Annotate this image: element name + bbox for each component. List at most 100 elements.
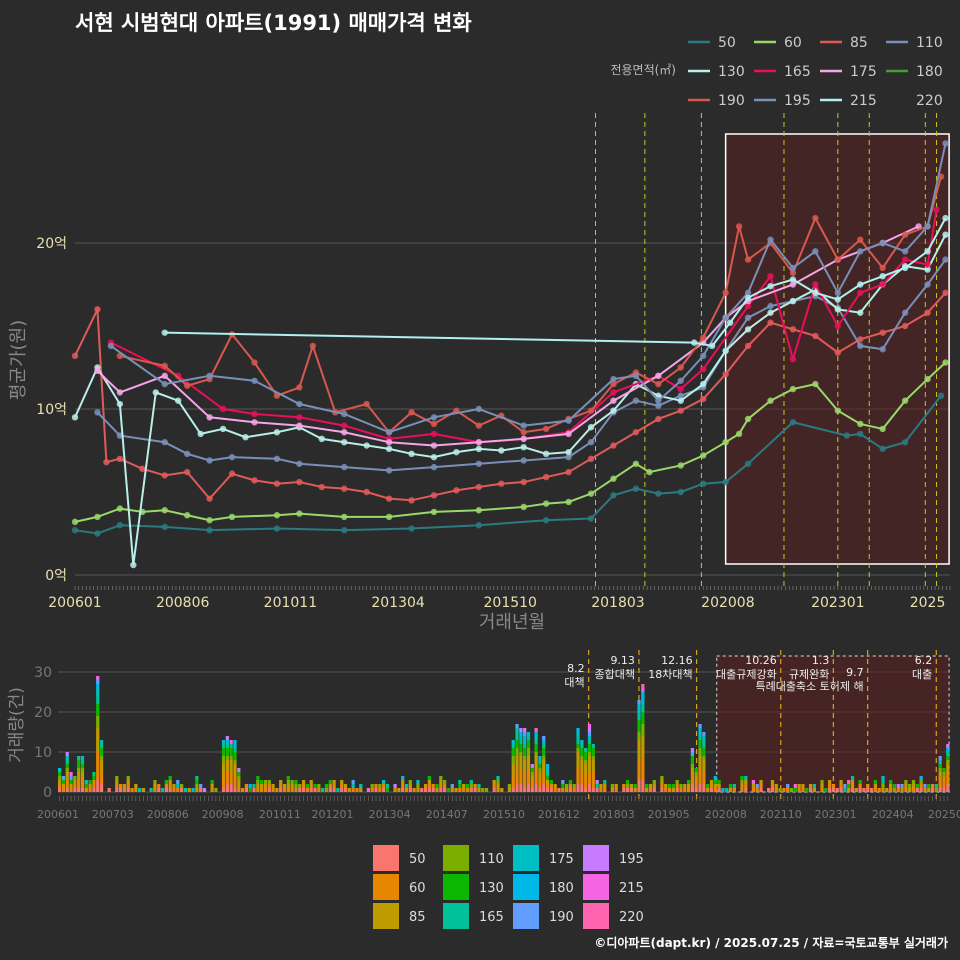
bar-segment bbox=[580, 772, 584, 784]
bar-segment bbox=[301, 780, 306, 784]
bar-segment bbox=[446, 788, 451, 792]
bar-segment bbox=[332, 780, 336, 784]
bar-segment bbox=[774, 788, 778, 792]
bar-segment bbox=[96, 680, 100, 684]
data-point bbox=[722, 370, 729, 378]
data-point bbox=[789, 264, 797, 272]
bar-segment bbox=[122, 788, 127, 792]
bar-segment bbox=[686, 780, 691, 784]
bar-segment bbox=[751, 780, 756, 784]
bar-segment bbox=[934, 788, 938, 792]
bar-segment bbox=[439, 776, 443, 780]
data-point bbox=[812, 332, 819, 340]
bar-segment bbox=[545, 780, 550, 784]
bar-segment bbox=[587, 752, 592, 756]
bar-segment bbox=[65, 772, 69, 780]
bar-segment bbox=[584, 752, 588, 760]
bar-x-tick-label: 200806 bbox=[147, 808, 189, 821]
bar-segment bbox=[450, 784, 454, 788]
footer-credit: ©디아파트(dapt.kr) / 2025.07.25 / 자료=국토교통부 실… bbox=[594, 935, 948, 950]
bar-segment bbox=[92, 772, 96, 776]
bar-segment bbox=[702, 748, 706, 756]
data-point bbox=[152, 389, 159, 396]
bar-segment bbox=[808, 788, 813, 792]
bar-segment bbox=[576, 768, 580, 784]
data-point bbox=[857, 342, 864, 350]
bar-segment bbox=[229, 756, 233, 760]
bar-segment bbox=[671, 788, 675, 792]
bar-segment bbox=[801, 788, 805, 792]
data-point bbox=[610, 492, 617, 499]
bar-segment bbox=[702, 736, 706, 740]
bar-legend-swatch bbox=[513, 845, 539, 871]
bar-segment bbox=[523, 772, 527, 788]
bar-y-tick-label: 30 bbox=[34, 665, 52, 681]
bar-segment bbox=[187, 788, 191, 792]
bar-segment bbox=[427, 788, 432, 792]
bar-segment bbox=[233, 752, 237, 760]
bar-segment bbox=[324, 784, 329, 788]
data-point bbox=[587, 455, 595, 462]
data-point bbox=[385, 429, 393, 436]
data-point bbox=[901, 322, 909, 330]
bar-legend-swatch bbox=[513, 874, 539, 900]
bar-segment bbox=[850, 784, 855, 788]
bar-segment bbox=[713, 784, 717, 788]
bar-segment bbox=[942, 768, 946, 772]
data-point bbox=[744, 326, 752, 333]
legend-label: 175 bbox=[850, 64, 877, 80]
data-point bbox=[161, 380, 168, 388]
bar-segment bbox=[515, 728, 519, 732]
bar-segment bbox=[946, 748, 950, 752]
data-point bbox=[273, 429, 281, 436]
bar-segment bbox=[774, 784, 778, 788]
legend-label: 180 bbox=[916, 64, 943, 80]
bar-segment bbox=[221, 788, 226, 792]
bar-segment bbox=[77, 780, 81, 788]
bar-segment bbox=[431, 784, 435, 788]
bar-segment bbox=[126, 784, 130, 788]
bar-segment bbox=[237, 780, 241, 788]
bar-segment bbox=[542, 740, 546, 744]
bar-legend-swatch bbox=[583, 845, 609, 871]
data-point bbox=[161, 372, 168, 379]
bar-segment bbox=[625, 784, 630, 788]
data-point bbox=[655, 372, 662, 379]
bar-segment bbox=[96, 688, 100, 696]
data-point bbox=[924, 261, 931, 268]
bar-segment bbox=[385, 784, 390, 788]
data-point bbox=[879, 239, 886, 247]
bar-x-tick-label: 200703 bbox=[92, 808, 134, 821]
bar-segment bbox=[229, 740, 233, 744]
bar-segment bbox=[401, 780, 405, 784]
data-point bbox=[197, 430, 204, 438]
data-point bbox=[251, 419, 258, 426]
bar-segment bbox=[275, 788, 279, 792]
bar-segment bbox=[336, 788, 340, 792]
bar-segment bbox=[80, 768, 85, 772]
data-point bbox=[71, 414, 79, 421]
bar-segment bbox=[298, 784, 302, 788]
bar-segment bbox=[237, 768, 241, 772]
bar-segment bbox=[347, 788, 351, 792]
bar-segment bbox=[564, 784, 569, 788]
bar-segment bbox=[115, 784, 119, 788]
bar-segment bbox=[321, 788, 325, 792]
bar-segment bbox=[641, 696, 645, 704]
data-point bbox=[341, 410, 348, 418]
bar-segment bbox=[797, 784, 801, 788]
bar-y-tick-label: 0 bbox=[43, 785, 52, 801]
legend-label: 110 bbox=[916, 35, 943, 51]
bar-segment bbox=[515, 724, 519, 728]
bar-segment bbox=[633, 788, 637, 792]
bar-segment bbox=[660, 780, 664, 784]
bar-segment bbox=[523, 760, 527, 772]
data-point bbox=[700, 480, 707, 487]
bar-segment bbox=[164, 780, 168, 784]
data-point bbox=[71, 526, 79, 534]
legend-label: 220 bbox=[916, 93, 943, 109]
bar-segment bbox=[443, 784, 447, 788]
data-point bbox=[812, 289, 819, 296]
bar-segment bbox=[511, 744, 515, 748]
bar-segment bbox=[717, 780, 721, 784]
